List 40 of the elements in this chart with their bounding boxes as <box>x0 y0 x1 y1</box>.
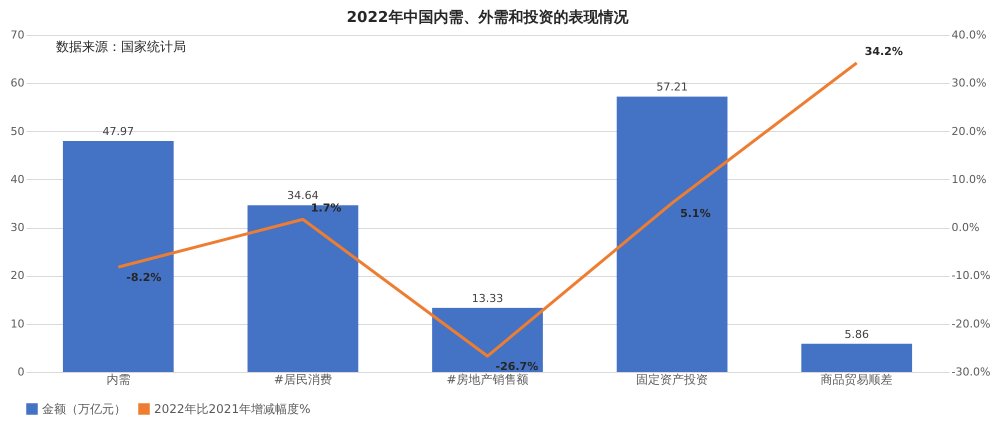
data-label: 34.2% <box>864 44 903 58</box>
y-tick-label: 10 <box>10 317 24 330</box>
annotation: 数据来源：国家统计局 <box>56 39 186 55</box>
y-tick-label: 30 <box>10 221 24 234</box>
x-tick-label: 固定资产投资 <box>636 372 708 386</box>
y-tick-label: 40 <box>10 172 24 186</box>
x-tick-label: 商品贸易顺差 <box>820 372 893 386</box>
data-label: -8.2% <box>126 271 162 284</box>
legend-label: 金额（万亿元） <box>42 402 126 416</box>
data-label: 34.64 <box>287 189 319 202</box>
y-tick-label: 60 <box>10 76 24 90</box>
y-tick-label: 70 <box>10 28 24 42</box>
data-label: 57.21 <box>656 80 688 94</box>
y-tick-label: 0 <box>18 366 24 378</box>
legend-label: 2022年比2021年增减幅度% <box>154 402 310 416</box>
data-label: 47.97 <box>102 125 134 138</box>
bar <box>432 308 543 372</box>
bar <box>801 344 912 372</box>
y2-tick-label: -30.0% <box>952 366 990 378</box>
x-tick-label: #房地产销售额 <box>446 372 529 386</box>
data-label: 5.86 <box>844 328 869 341</box>
data-label: 5.1% <box>680 207 711 220</box>
bar <box>62 141 174 372</box>
y2-tick-label: -10.0% <box>952 269 990 282</box>
y2-tick-label: 0.0% <box>952 221 980 234</box>
x-tick-label: #居民消费 <box>274 372 332 386</box>
y-tick-label: 20 <box>10 269 24 282</box>
bar <box>248 205 358 372</box>
y2-tick-label: -20.0% <box>952 317 990 330</box>
y-tick-label: 50 <box>10 124 24 138</box>
data-label: 1.7% <box>310 201 342 214</box>
data-label: 13.33 <box>472 292 504 305</box>
x-tick-label: 内需 <box>106 372 130 386</box>
chart-title: 2022年中国内需、外需和投资的表现情况 <box>346 8 630 26</box>
data-label: -26.7% <box>496 360 538 374</box>
y2-tick-label: 10.0% <box>952 172 986 186</box>
y2-tick-label: 20.0% <box>952 124 986 138</box>
y2-tick-label: 30.0% <box>952 76 986 90</box>
y2-tick-label: 40.0% <box>952 28 986 42</box>
bar <box>616 96 728 372</box>
